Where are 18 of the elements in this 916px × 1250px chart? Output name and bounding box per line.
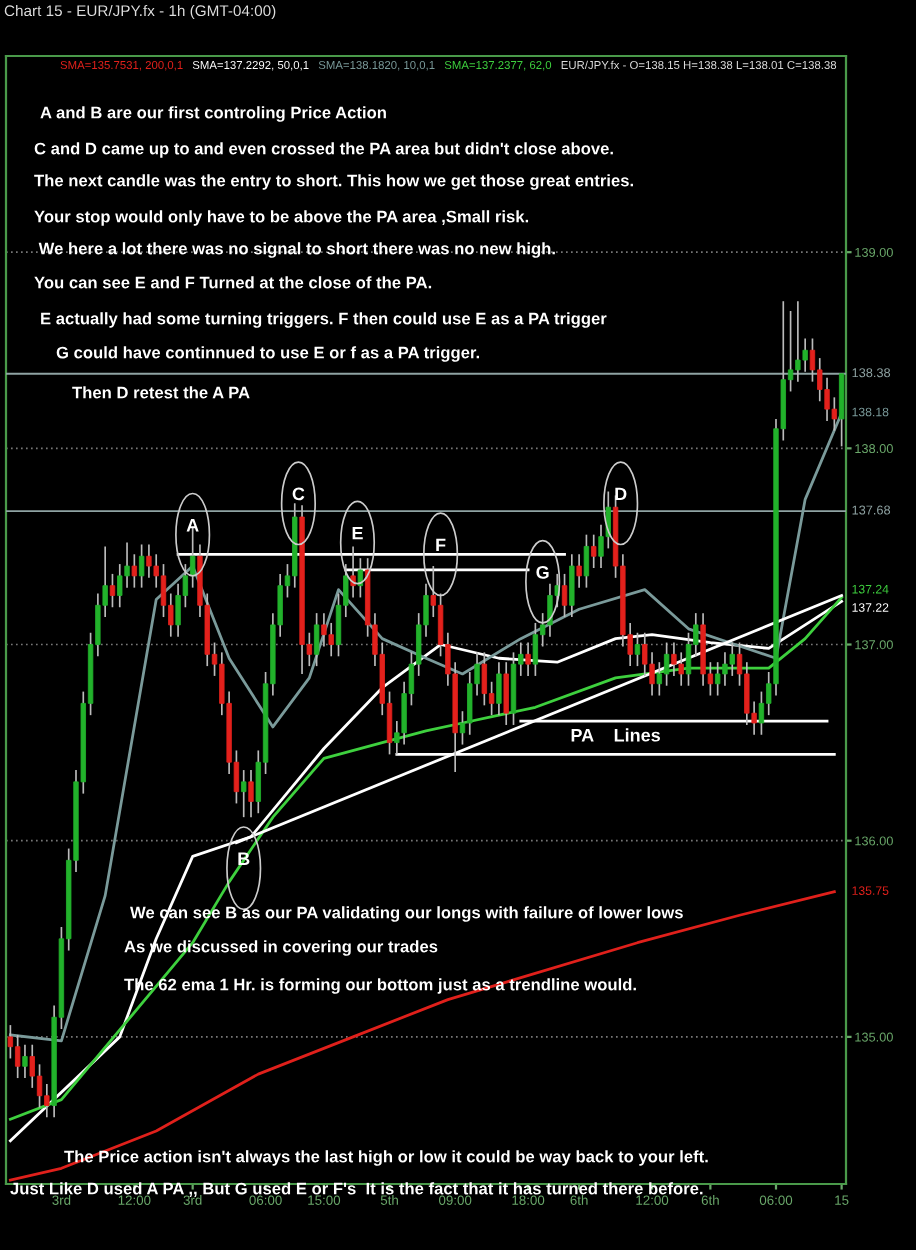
annotation: The next candle was the entry to short. This how we get those great entries. [34, 174, 633, 190]
annotation: E actually had some turning triggers. F then could use E as a PA trigger [41, 312, 607, 328]
annotation: PA Lines [571, 728, 660, 742]
annotation: A and B are our first controling Price Action [40, 106, 386, 122]
annotation: C [292, 487, 305, 501]
annotation: G could have continnued to use E or f as a PA trigger. [56, 346, 479, 362]
annotation: C and D came up to and even crossed the PA area but didn't close above. [34, 142, 613, 158]
annotation: We here a lot there was no signal to short there was no new high. [38, 242, 555, 258]
annotation: You can see E and F Turned at the close of the PA. [34, 276, 432, 289]
annotation: E [352, 526, 363, 540]
annotation: Your stop would only have to be above the PA area ,Small risk. [34, 210, 529, 226]
annotation: A [186, 519, 199, 532]
annotation: Then D retest the A PA [72, 386, 250, 399]
annotation: The Price action isn't always the last high or low it could be way back to your left. [64, 1150, 708, 1166]
annotation: G [536, 565, 549, 579]
annotation: D [615, 487, 627, 501]
annotation: Just Like D used A PA ,, But G used E or F's It is the fact that it has turned there before. [10, 1182, 703, 1197]
annotation: F [436, 538, 446, 552]
